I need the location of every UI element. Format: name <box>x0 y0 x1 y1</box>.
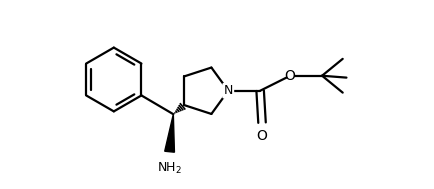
Polygon shape <box>165 114 174 152</box>
Text: N: N <box>224 84 233 97</box>
Text: O: O <box>256 129 267 143</box>
Text: NH$_2$: NH$_2$ <box>157 161 182 176</box>
Text: O: O <box>285 69 296 83</box>
